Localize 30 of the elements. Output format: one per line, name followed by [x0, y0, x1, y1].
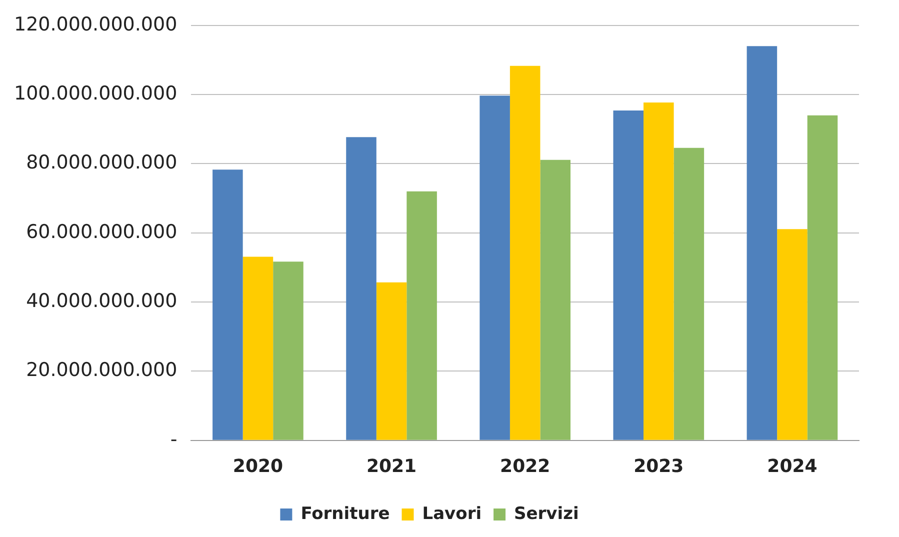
- bar: [746, 46, 778, 440]
- y-tick-label: -: [170, 428, 178, 450]
- bar: [273, 262, 304, 440]
- bar: [346, 137, 376, 440]
- y-tick-label: 120.000.000.000: [14, 13, 178, 36]
- x-tick-label: 2020: [232, 456, 284, 477]
- y-tick-label: 60.000.000.000: [26, 220, 178, 243]
- legend-label: Lavori: [422, 504, 482, 524]
- bar: [777, 229, 808, 440]
- x-tick-label: 2023: [634, 456, 684, 477]
- bar: [406, 191, 437, 440]
- y-tick-label: 40.000.000.000: [26, 290, 178, 312]
- y-tick-label: 80.000.000.000: [26, 152, 178, 174]
- bar: [242, 256, 274, 440]
- bar: [807, 115, 838, 440]
- x-tick-label: 2022: [500, 456, 550, 477]
- y-tick-label: 20.000.000.000: [26, 359, 178, 382]
- bar: [510, 66, 540, 440]
- bar: [613, 110, 644, 440]
- legend-label: Forniture: [300, 504, 390, 524]
- y-tick-label: 100.000.000.000: [14, 82, 178, 105]
- x-tick-label: 2021: [366, 456, 417, 477]
- bar: [644, 102, 674, 440]
- legend-label: Servizi: [514, 504, 579, 524]
- bar: [212, 170, 243, 440]
- bar: [674, 148, 704, 440]
- x-tick-label: 2024: [767, 456, 818, 477]
- bar: [540, 160, 570, 440]
- bar: [376, 282, 407, 440]
- bar: [480, 96, 510, 440]
